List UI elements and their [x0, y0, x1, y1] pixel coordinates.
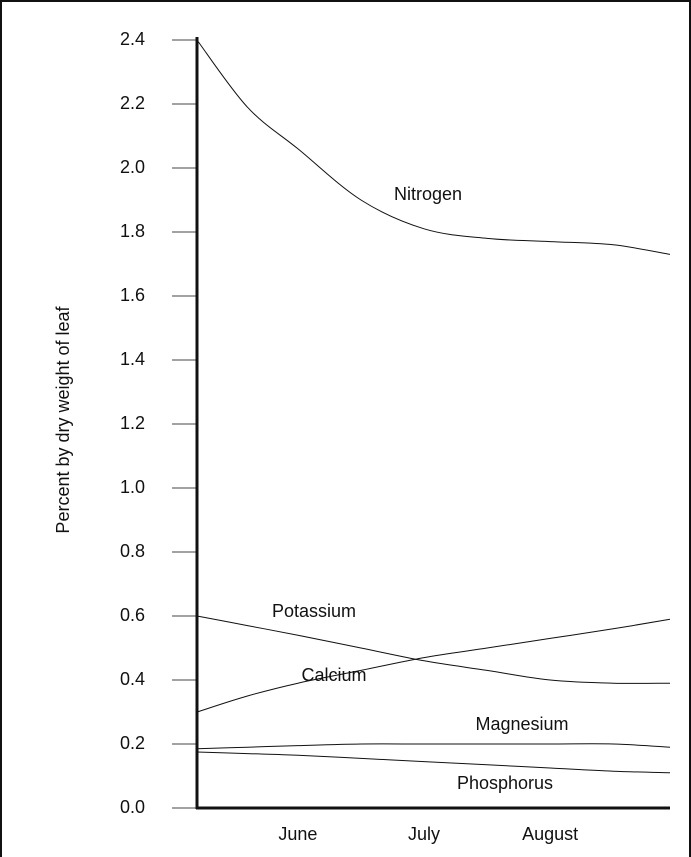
- y-tick-label: 1.2: [120, 413, 145, 433]
- series-line: [196, 615, 671, 684]
- x-tick-label: August: [522, 824, 578, 844]
- x-tick-label: July: [408, 824, 440, 844]
- y-tick-label: 0.8: [120, 541, 145, 561]
- series-label: Nitrogen: [394, 184, 462, 204]
- y-tick-label: 2.0: [120, 157, 145, 177]
- series-line: [196, 743, 671, 750]
- y-axis-label: Percent by dry weight of leaf: [53, 305, 73, 533]
- series-label: Calcium: [301, 665, 366, 685]
- y-tick-label: 0.6: [120, 605, 145, 625]
- y-tick-label: 0.0: [120, 797, 145, 817]
- series-line: [196, 39, 671, 255]
- x-tick-label: June: [278, 824, 317, 844]
- series-label: Phosphorus: [457, 773, 553, 793]
- series-label: Potassium: [272, 601, 356, 621]
- y-tick-label: 1.6: [120, 285, 145, 305]
- series-line: [196, 618, 671, 713]
- y-tick-label: 1.4: [120, 349, 145, 369]
- y-tick-label: 1.8: [120, 221, 145, 241]
- y-tick-label: 0.2: [120, 733, 145, 753]
- y-tick-label: 2.2: [120, 93, 145, 113]
- y-tick-label: 2.4: [120, 29, 145, 49]
- y-tick-label: 1.0: [120, 477, 145, 497]
- series-label: Magnesium: [475, 714, 568, 734]
- y-tick-label: 0.4: [120, 669, 145, 689]
- series-line: [196, 751, 671, 774]
